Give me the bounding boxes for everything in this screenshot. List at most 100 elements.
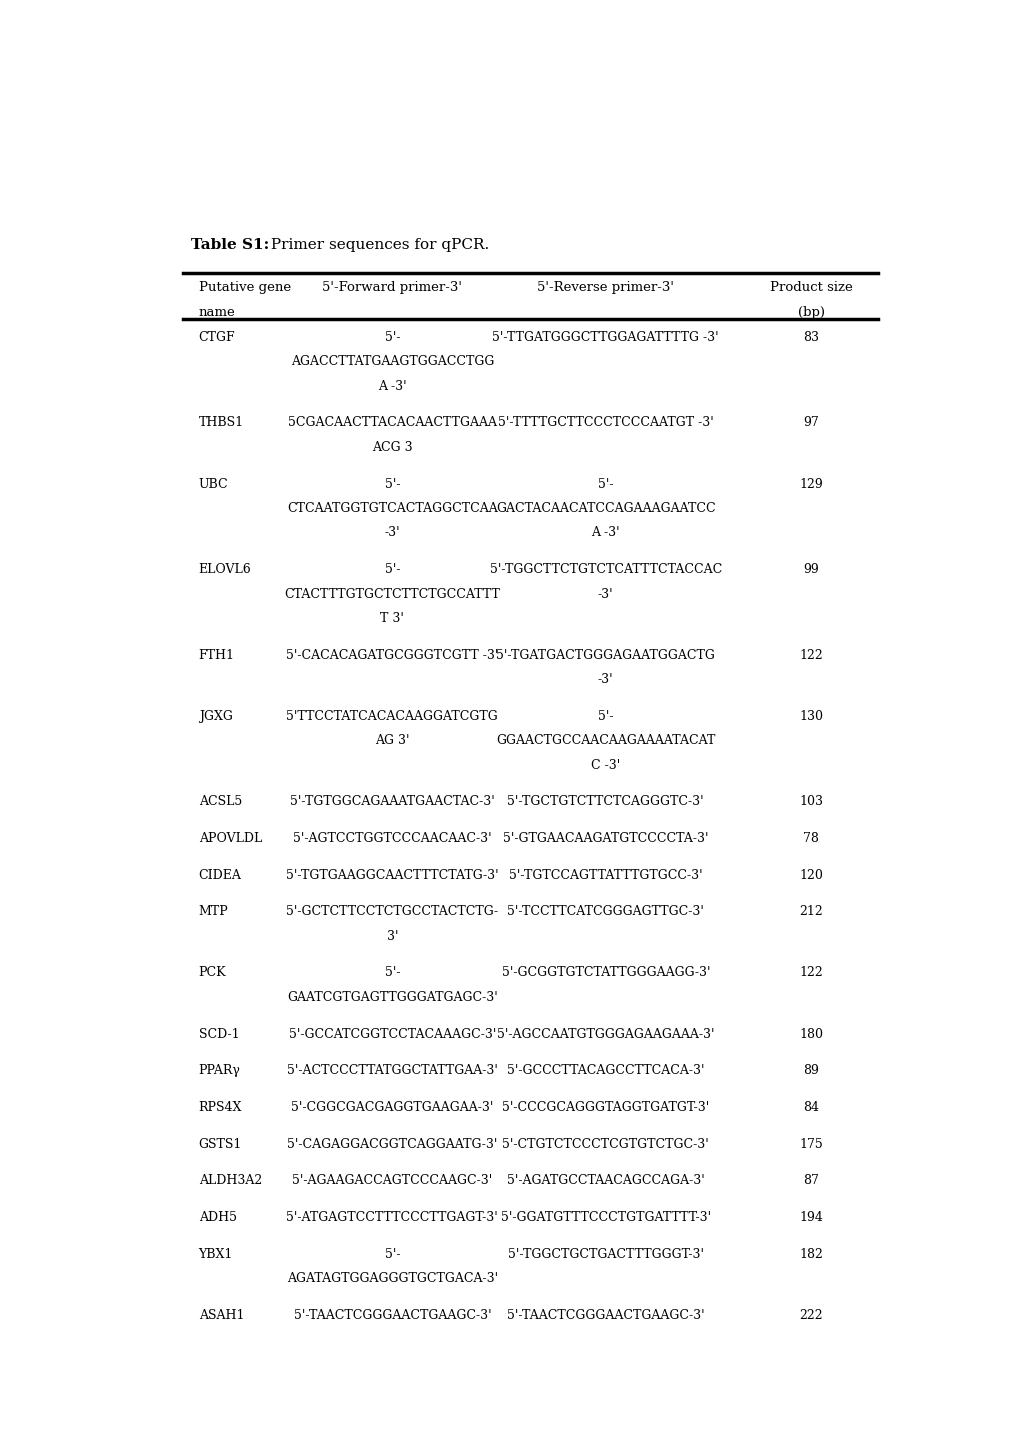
Text: SCD-1: SCD-1 (199, 1027, 239, 1040)
Text: 5'-TGGCTTCTGTCTCATTTCTACCAC: 5'-TGGCTTCTGTCTCATTTCTACCAC (489, 563, 721, 576)
Text: GGAACTGCCAACAAGAAAATACAT: GGAACTGCCAACAAGAAAATACAT (495, 734, 714, 747)
Text: ACG 3: ACG 3 (372, 442, 413, 455)
Text: 175: 175 (799, 1137, 822, 1150)
Text: -3': -3' (384, 527, 399, 540)
Text: 130: 130 (799, 710, 822, 723)
Text: ADH5: ADH5 (199, 1211, 236, 1224)
Text: 103: 103 (799, 795, 822, 808)
Text: 5'-GTGAACAAGATGTCCCCTA-3': 5'-GTGAACAAGATGTCCCCTA-3' (502, 833, 708, 846)
Text: ALDH3A2: ALDH3A2 (199, 1175, 262, 1188)
Text: 5'-: 5'- (384, 967, 399, 980)
Text: RPS4X: RPS4X (199, 1101, 242, 1114)
Text: UBC: UBC (199, 478, 228, 491)
Text: ACSL5: ACSL5 (199, 795, 242, 808)
Text: 120: 120 (799, 869, 822, 882)
Text: 5'-GCCATCGGTCCTACAAAGC-3': 5'-GCCATCGGTCCTACAAAGC-3' (288, 1027, 495, 1040)
Text: Putative gene: Putative gene (199, 281, 290, 294)
Text: 222: 222 (799, 1309, 822, 1322)
Text: 5'-AGCCAATGTGGGAGAAGAAA-3': 5'-AGCCAATGTGGGAGAAGAAA-3' (496, 1027, 713, 1040)
Text: 5'-TTGATGGGCTTGGAGATTTTG -3': 5'-TTGATGGGCTTGGAGATTTTG -3' (492, 330, 718, 343)
Text: MTP: MTP (199, 905, 228, 918)
Text: -3': -3' (597, 587, 613, 600)
Text: THBS1: THBS1 (199, 417, 244, 430)
Text: 5'-TGGCTGCTGACTTTGGGT-3': 5'-TGGCTGCTGACTTTGGGT-3' (507, 1248, 703, 1261)
Text: 122: 122 (799, 649, 822, 662)
Text: 5'-: 5'- (597, 478, 612, 491)
Text: ELOVL6: ELOVL6 (199, 563, 251, 576)
Text: 182: 182 (799, 1248, 822, 1261)
Text: 78: 78 (803, 833, 818, 846)
Text: (bp): (bp) (797, 306, 824, 319)
Text: 5'-AGAAGACCAGTCCCAAGC-3': 5'-AGAAGACCAGTCCCAAGC-3' (291, 1175, 492, 1188)
Text: 180: 180 (799, 1027, 822, 1040)
Text: C -3': C -3' (591, 759, 620, 772)
Text: PPARγ: PPARγ (199, 1065, 240, 1078)
Text: 5'-: 5'- (384, 330, 399, 343)
Text: 84: 84 (803, 1101, 818, 1114)
Text: 5'-TGCTGTCTTCTCAGGGTC-3': 5'-TGCTGTCTTCTCAGGGTC-3' (506, 795, 703, 808)
Text: 5'-TGTGGCAGAAATGAACTAC-3': 5'-TGTGGCAGAAATGAACTAC-3' (289, 795, 494, 808)
Text: YBX1: YBX1 (199, 1248, 232, 1261)
Text: 122: 122 (799, 967, 822, 980)
Text: 5'-GCCCTTACAGCCTTCACA-3': 5'-GCCCTTACAGCCTTCACA-3' (506, 1065, 704, 1078)
Text: 5'-GCGGTGTCTATTGGGAAGG-3': 5'-GCGGTGTCTATTGGGAAGG-3' (501, 967, 709, 980)
Text: 212: 212 (799, 905, 822, 918)
Text: Primer sequences for qPCR.: Primer sequences for qPCR. (266, 238, 488, 251)
Text: 5'-ATGAGTCCTTTCCCTTGAGT-3': 5'-ATGAGTCCTTTCCCTTGAGT-3' (286, 1211, 497, 1224)
Text: A -3': A -3' (591, 527, 620, 540)
Text: 5'-GCTCTTCCTCTGCCTACTCTG-: 5'-GCTCTTCCTCTGCCTACTCTG- (286, 905, 498, 918)
Text: JGXG: JGXG (199, 710, 232, 723)
Text: 3': 3' (386, 929, 397, 942)
Text: 129: 129 (799, 478, 822, 491)
Text: 5'-: 5'- (384, 478, 399, 491)
Text: 5'-: 5'- (384, 563, 399, 576)
Text: 5CGACAACTTACACAACTTGAAA: 5CGACAACTTACACAACTTGAAA (287, 417, 496, 430)
Text: 5'-CACACAGATGCGGGTCGTT -3': 5'-CACACAGATGCGGGTCGTT -3' (286, 649, 498, 662)
Text: GAATCGTGAGTTGGGATGAGC-3': GAATCGTGAGTTGGGATGAGC-3' (286, 991, 497, 1004)
Text: 5'-CGGCGACGAGGTGAAGAA-3': 5'-CGGCGACGAGGTGAAGAA-3' (290, 1101, 493, 1114)
Text: 5'-CAGAGGACGGTCAGGAATG-3': 5'-CAGAGGACGGTCAGGAATG-3' (287, 1137, 497, 1150)
Text: 5'-TAACTCGGGAACTGAAGC-3': 5'-TAACTCGGGAACTGAAGC-3' (293, 1309, 491, 1322)
Text: PCK: PCK (199, 967, 226, 980)
Text: Product size: Product size (769, 281, 852, 294)
Text: 5'-TCCTTCATCGGGAGTTGC-3': 5'-TCCTTCATCGGGAGTTGC-3' (506, 905, 703, 918)
Text: 5'-TGTGAAGGCAACTTTCTATG-3': 5'-TGTGAAGGCAACTTTCTATG-3' (285, 869, 498, 882)
Text: 87: 87 (803, 1175, 818, 1188)
Text: ASAH1: ASAH1 (199, 1309, 244, 1322)
Text: 194: 194 (799, 1211, 822, 1224)
Text: 5'-AGTCCTGGTCCCAACAAC-3': 5'-AGTCCTGGTCCCAACAAC-3' (292, 833, 491, 846)
Text: 5'-ACTCCCTTATGGCTATTGAA-3': 5'-ACTCCCTTATGGCTATTGAA-3' (286, 1065, 497, 1078)
Text: -3': -3' (597, 674, 613, 687)
Text: 5'-TGATGACTGGGAGAATGGACTG: 5'-TGATGACTGGGAGAATGGACTG (496, 649, 714, 662)
Text: CTGF: CTGF (199, 330, 235, 343)
Text: 5'-TAACTCGGGAACTGAAGC-3': 5'-TAACTCGGGAACTGAAGC-3' (506, 1309, 704, 1322)
Text: A -3': A -3' (378, 380, 407, 392)
Text: Table S1:: Table S1: (191, 238, 269, 251)
Text: 5'-TTTTGCTTCCCTCCCAATGT -3': 5'-TTTTGCTTCCCTCCCAATGT -3' (497, 417, 713, 430)
Text: CIDEA: CIDEA (199, 869, 242, 882)
Text: AGATAGTGGAGGGTGCTGACA-3': AGATAGTGGAGGGTGCTGACA-3' (286, 1273, 497, 1286)
Text: 99: 99 (803, 563, 818, 576)
Text: 5'-: 5'- (384, 1248, 399, 1261)
Text: GSTS1: GSTS1 (199, 1137, 242, 1150)
Text: 89: 89 (803, 1065, 818, 1078)
Text: 5'-AGATGCCTAACAGCCAGA-3': 5'-AGATGCCTAACAGCCAGA-3' (506, 1175, 704, 1188)
Text: CTCAATGGTGTCACTAGGCTCAA: CTCAATGGTGTCACTAGGCTCAA (286, 502, 497, 515)
Text: 5'-CTGTCTCCCTCGTGTCTGC-3': 5'-CTGTCTCCCTCGTGTCTGC-3' (502, 1137, 708, 1150)
Text: AGACCTTATGAAGTGGACCTGG: AGACCTTATGAAGTGGACCTGG (290, 355, 493, 368)
Text: 97: 97 (803, 417, 818, 430)
Text: APOVLDL: APOVLDL (199, 833, 262, 846)
Text: CTACTTTGTGCTCTTCTGCCATTT: CTACTTTGTGCTCTTCTGCCATTT (284, 587, 499, 600)
Text: 5'TTCCTATCACACAAGGATCGTG: 5'TTCCTATCACACAAGGATCGTG (286, 710, 497, 723)
Text: 5'-TGTCCAGTTATTTGTGCC-3': 5'-TGTCCAGTTATTTGTGCC-3' (508, 869, 702, 882)
Text: GACTACAACATCCAGAAAGAATCC: GACTACAACATCCAGAAAGAATCC (495, 502, 715, 515)
Text: 5'-CCCGCAGGGTAGGTGATGT-3': 5'-CCCGCAGGGTAGGTGATGT-3' (501, 1101, 708, 1114)
Text: FTH1: FTH1 (199, 649, 234, 662)
Text: 5'-: 5'- (597, 710, 612, 723)
Text: name: name (199, 306, 235, 319)
Text: T 3': T 3' (380, 612, 404, 625)
Text: 5'-Reverse primer-3': 5'-Reverse primer-3' (537, 281, 674, 294)
Text: 83: 83 (803, 330, 818, 343)
Text: 5'-GGATGTTTCCCTGTGATTTT-3': 5'-GGATGTTTCCCTGTGATTTT-3' (500, 1211, 710, 1224)
Text: AG 3': AG 3' (375, 734, 410, 747)
